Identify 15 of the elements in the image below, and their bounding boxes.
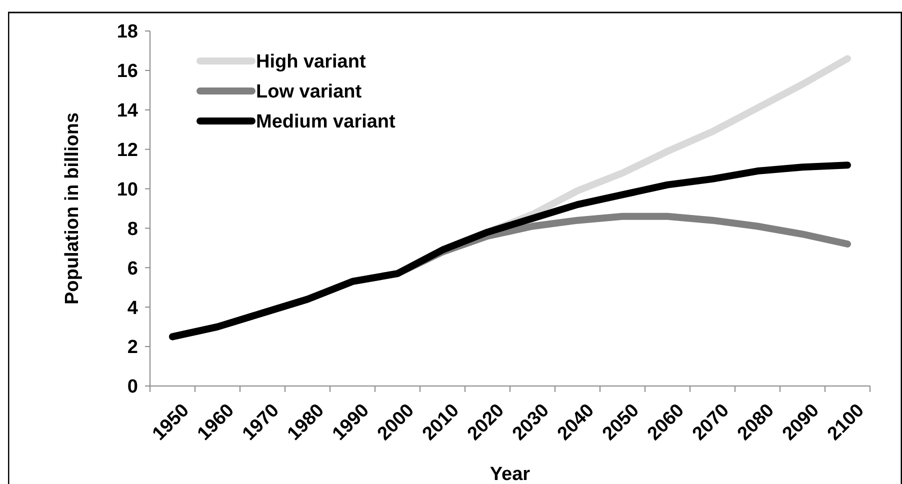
x-axis-title: Year [490,464,531,484]
legend-label: High variant [256,52,366,73]
y-tick-label: 4 [127,298,138,319]
y-tick-label: 6 [127,258,138,280]
legend-label: Low variant [256,82,362,103]
y-tick-label: 18 [116,22,138,43]
legend-label: Medium variant [256,112,396,133]
y-axis-title: Population in billions [62,112,83,305]
y-tick-label: 2 [127,337,138,358]
y-tick-label: 10 [116,179,138,200]
y-tick-label: 8 [127,218,138,240]
y-tick-label: 12 [116,140,138,161]
y-tick-label: 16 [116,61,138,82]
y-tick-label: 14 [116,100,138,122]
y-tick-label: 0 [127,376,138,398]
